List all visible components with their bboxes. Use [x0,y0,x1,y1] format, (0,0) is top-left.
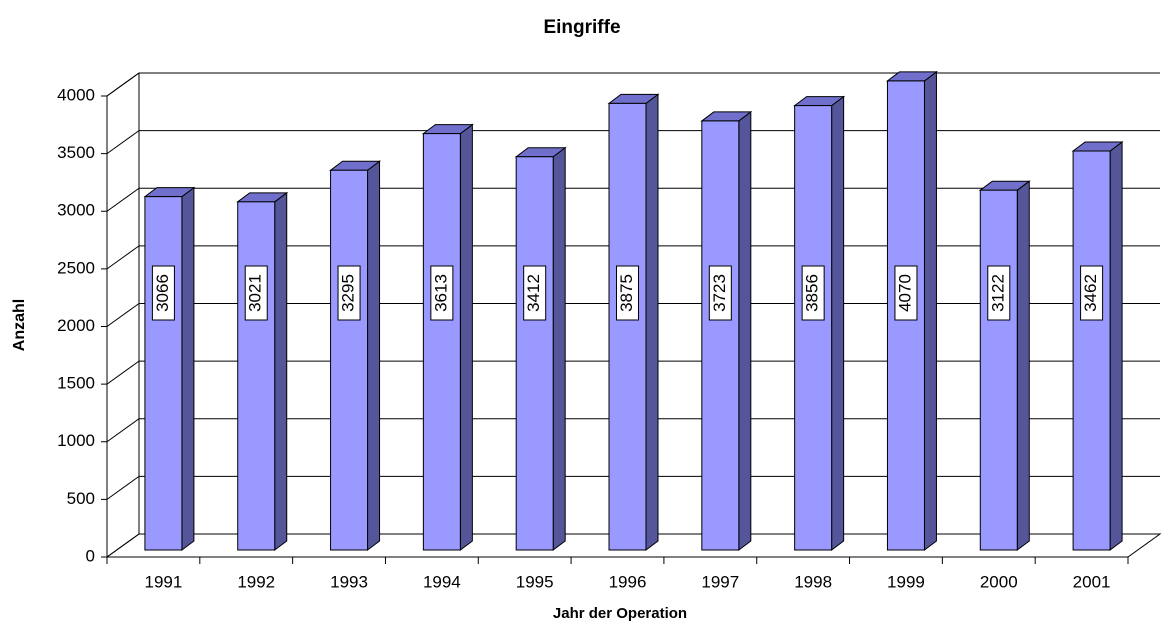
bar [979,189,1018,551]
data-label-box [987,265,1011,321]
bar-side [738,110,752,551]
data-label: 3875 [617,274,636,312]
data-label-box [523,265,547,321]
bar [144,196,183,551]
data-label-box [894,265,918,321]
bar [330,169,369,551]
data-label-box [708,265,732,321]
x-tick-label: 1998 [794,572,832,591]
bar [422,133,461,551]
data-label: 3856 [803,274,822,312]
x-tick-label: 1991 [144,572,182,591]
bar [515,156,554,551]
x-tick-label: 1992 [237,572,275,591]
grid-line [106,130,140,155]
y-tick-label: 4000 [57,85,95,104]
bar-side [181,186,195,551]
bar-group: 3613 [421,123,474,551]
y-tick-label: 2000 [57,316,95,335]
bar-group: 3723 [700,110,753,551]
data-label-box [616,265,639,321]
grid-line [106,533,140,558]
bar [1072,150,1111,551]
data-label-box [430,265,454,321]
bar-group: 4070 [885,70,938,551]
y-tick-label: 3500 [57,143,95,162]
data-label-box [1080,265,1104,321]
bar-side [831,95,845,551]
bar-side [923,70,937,551]
bar-group: 3122 [978,180,1031,551]
y-axis-title: Anzahl [11,299,28,351]
grid-line [106,303,140,327]
x-axis-title: Jahr der Operation [553,605,687,622]
data-label: 3462 [1081,274,1100,312]
y-tick-label: 1000 [57,431,95,450]
grid-line [106,245,140,270]
y-tick-label: 1500 [57,374,95,393]
data-label: 3613 [431,274,450,312]
grid-line [106,360,140,385]
data-label: 3122 [988,274,1007,312]
bar-group: 3875 [607,93,660,551]
bar-side [1109,141,1123,551]
grid-line [106,187,140,212]
grid-line [106,72,140,97]
bar-group: 3462 [1071,141,1124,551]
bar [608,102,647,551]
bar-side [552,146,566,551]
x-tick-label: 2000 [980,572,1018,591]
bar [701,120,740,551]
x-tick-label: 1997 [701,572,739,591]
bar-group: 3021 [236,191,289,551]
bar-group: 3856 [793,95,846,551]
x-tick-label: 1995 [516,572,554,591]
x-tick-label: 2001 [1073,572,1111,591]
data-label-box [337,265,361,321]
bar-side [645,93,659,551]
bar-group: 3295 [329,160,382,551]
data-label-box [801,265,825,321]
bar-side [367,160,381,551]
data-label-box [151,265,175,321]
data-label: 3412 [524,274,543,312]
y-tick-label: 0 [86,546,95,565]
grid-line [106,418,140,443]
bar-group: 3412 [514,146,567,551]
x-tick-label: 1994 [423,572,461,591]
data-label: 4070 [895,274,914,312]
bar [794,105,833,551]
y-tick-label: 2500 [57,258,95,277]
bar-side [274,191,288,551]
y-tick-label: 500 [67,489,95,508]
grid-line [106,475,140,500]
bar-group: 3066 [143,186,196,551]
chart-title: Eingriffe [543,17,620,38]
x-tick-label: 1999 [887,572,925,591]
bar-side [459,123,473,551]
data-label-box [244,265,268,321]
data-label: 3723 [710,274,729,312]
data-label: 3066 [153,274,172,312]
data-label: 3021 [246,274,265,312]
x-tick-label: 1993 [330,572,368,591]
y-tick-label: 3000 [57,201,95,220]
x-tick-label: 1996 [609,572,647,591]
bar [237,201,276,551]
bar-side [1016,180,1030,551]
data-label: 3295 [339,274,358,312]
